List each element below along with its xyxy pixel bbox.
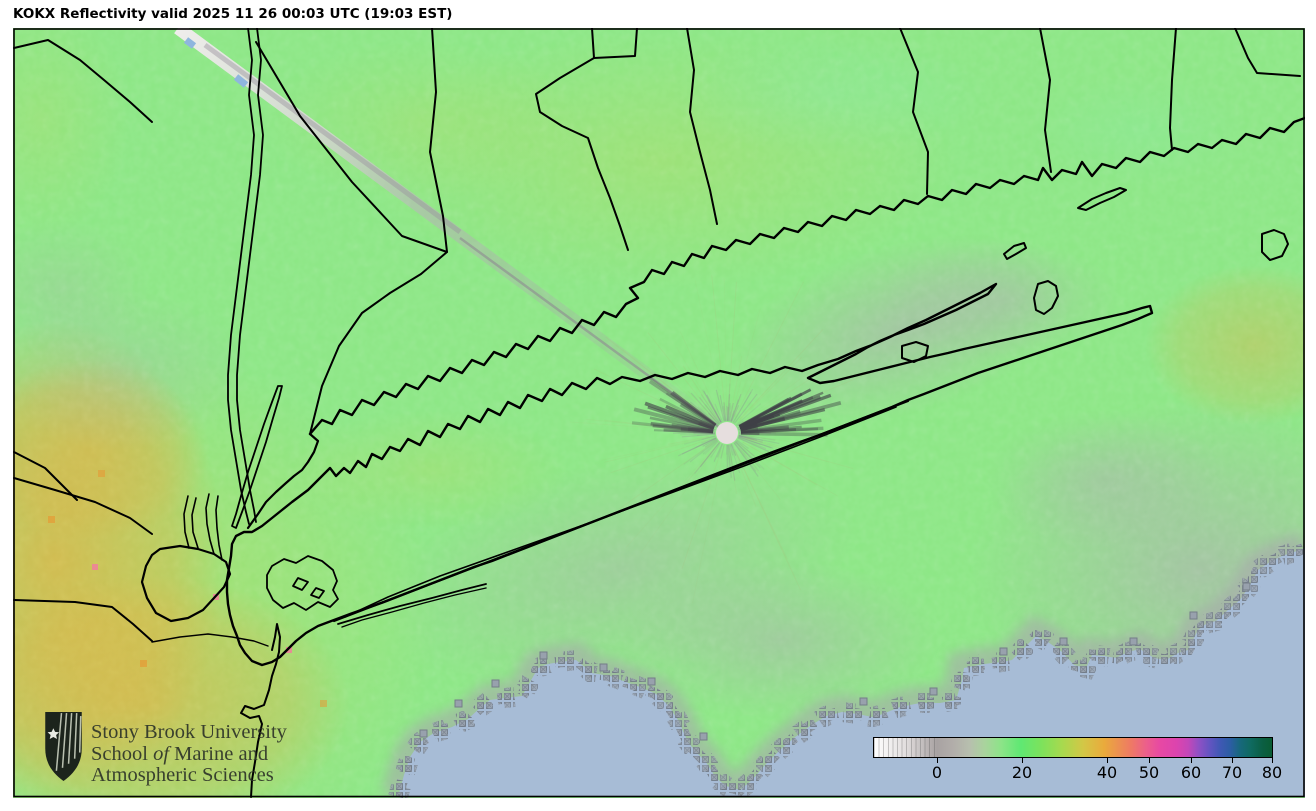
colorbar-tick: [1106, 758, 1108, 763]
radar-spokes: [569, 275, 875, 604]
colorbar-tick: [1190, 758, 1192, 763]
ocean-region: [398, 548, 1305, 797]
map-frame: [13, 28, 1305, 798]
colorbar-gradient: [873, 737, 1273, 758]
colorbar-tick: [1231, 758, 1233, 763]
hudson-river: [227, 28, 264, 525]
colorbar-tick: [1021, 758, 1023, 763]
colorbar-tick: [936, 758, 938, 763]
colorbar-tick-label: 80: [1261, 763, 1283, 782]
beam-blue-dash: [233, 74, 249, 88]
staten-island: [140, 544, 232, 623]
jamaica-bay: [266, 555, 339, 611]
colorbar-tick: [1148, 758, 1150, 763]
colorbar-tick-label: 70: [1221, 763, 1243, 782]
barrier-islands: [332, 399, 910, 628]
star-icon: [47, 728, 60, 739]
bronx-shore: [246, 432, 320, 530]
colorbar-tick-label: 20: [1011, 763, 1033, 782]
radar-map: 0 20 40 50 60 70 80 Stony Brook Universi…: [13, 28, 1305, 798]
sbu-shield-icon: [45, 712, 82, 781]
colorbar-tick-label: 0: [931, 763, 943, 782]
harbor-channels: [183, 493, 223, 561]
colorbar-tick-label: 60: [1180, 763, 1202, 782]
nj-coast: [151, 623, 281, 798]
logo-line-3: Atmospheric Sciences: [91, 764, 274, 786]
ocean-fringe: [398, 548, 1305, 797]
coastline-connecticut: [308, 116, 1305, 436]
logo-line-1: Stony Brook University: [91, 721, 287, 743]
beam-blue-dash: [183, 37, 197, 49]
colorbar-tick-label: 50: [1138, 763, 1160, 782]
islands: [901, 187, 1289, 363]
state-boundaries: [13, 28, 1301, 642]
page-title: KOKX Reflectivity valid 2025 11 26 00:03…: [13, 6, 453, 22]
boundary-lines: [13, 28, 1305, 798]
colorbar-tick: [1271, 758, 1273, 763]
sbu-logo: Stony Brook University School of Marine …: [43, 710, 287, 787]
colorbar: 0 20 40 50 60 70 80: [873, 737, 1282, 787]
colorbar-tick-label: 40: [1096, 763, 1118, 782]
radar-site-marker: [716, 422, 738, 444]
logo-line-2: School of Marine and: [91, 742, 269, 765]
manhattan: [231, 385, 283, 529]
colorbar-step-lines: [874, 738, 936, 757]
map-canvas: [13, 28, 1305, 798]
